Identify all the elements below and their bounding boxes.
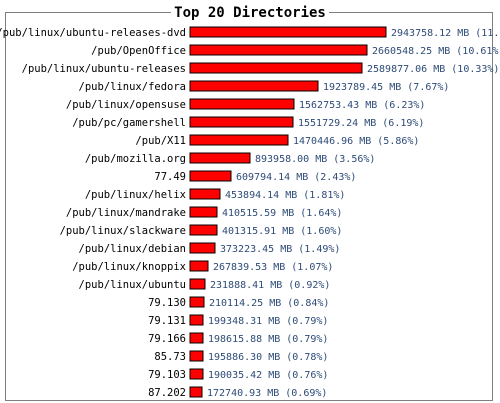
value-label: 267839.53 MB (1.07%)	[213, 262, 333, 273]
value-label: 1923789.45 MB (7.67%)	[323, 82, 449, 93]
value-label: 198615.88 MB (0.79%)	[208, 334, 328, 345]
value-label: 401315.91 MB (1.60%)	[222, 226, 342, 237]
value-label: 373223.45 MB (1.49%)	[220, 244, 340, 255]
category-label: 79.166	[148, 333, 186, 345]
bar	[189, 98, 295, 110]
value-label: 1551729.24 MB (6.19%)	[298, 118, 424, 129]
category-label: /pub/linux/slackware	[60, 225, 186, 237]
category-label: /pub/linux/ubuntu-releases-dvd	[0, 27, 186, 39]
bar	[189, 26, 387, 38]
value-label: 453894.14 MB (1.81%)	[225, 190, 345, 201]
category-label: 77.49	[154, 171, 186, 183]
value-label: 1470446.96 MB (5.86%)	[293, 136, 419, 147]
value-label: 2589877.06 MB (10.33%)	[367, 64, 499, 75]
bar	[189, 62, 363, 74]
bar	[189, 296, 205, 308]
bar	[189, 332, 204, 344]
category-label: /pub/linux/helix	[85, 189, 186, 201]
bar	[189, 368, 204, 380]
bar	[189, 170, 232, 182]
bar	[189, 80, 319, 92]
category-label: /pub/linux/ubuntu	[79, 279, 186, 291]
value-label: 609794.14 MB (2.43%)	[236, 172, 356, 183]
category-label: /pub/linux/opensuse	[66, 99, 186, 111]
category-label: /pub/X11	[135, 135, 186, 147]
value-label: 210114.25 MB (0.84%)	[209, 298, 329, 309]
bar	[189, 350, 204, 362]
value-label: 199348.31 MB (0.79%)	[208, 316, 328, 327]
bar	[189, 44, 368, 56]
bar	[189, 314, 204, 326]
category-label: /pub/pc/gamershell	[72, 117, 186, 129]
bar	[189, 116, 294, 128]
category-label: 79.131	[148, 315, 186, 327]
value-label: 190035.42 MB (0.76%)	[208, 370, 328, 381]
value-label: 893958.00 MB (3.56%)	[255, 154, 375, 165]
value-label: 410515.59 MB (1.64%)	[222, 208, 342, 219]
value-label: 1562753.43 MB (6.23%)	[299, 100, 425, 111]
category-label: /pub/linux/ubuntu-releases	[22, 63, 186, 75]
category-label: /pub/linux/mandrake	[66, 207, 186, 219]
category-label: /pub/OpenOffice	[91, 45, 186, 57]
bar	[189, 242, 216, 254]
category-label: /pub/linux/knoppix	[72, 261, 186, 273]
category-label: 87.202	[148, 387, 186, 399]
category-label: 79.103	[148, 369, 186, 381]
bar	[189, 134, 289, 146]
bar	[189, 152, 251, 164]
category-label: /pub/linux/fedora	[79, 81, 186, 93]
bar	[189, 224, 218, 236]
bar	[189, 386, 203, 398]
value-label: 195886.30 MB (0.78%)	[208, 352, 328, 363]
bar	[189, 278, 206, 290]
value-label: 172740.93 MB (0.69%)	[207, 388, 327, 399]
category-label: /pub/mozilla.org	[85, 153, 186, 165]
value-label: 2943758.12 MB (11.74%)	[391, 28, 500, 39]
category-label: 79.130	[148, 297, 186, 309]
bar	[189, 260, 209, 272]
category-label: 85.73	[154, 351, 186, 363]
value-label: 2660548.25 MB (10.61%)	[372, 46, 500, 57]
bar	[189, 188, 221, 200]
category-label: /pub/linux/debian	[79, 243, 186, 255]
bar	[189, 206, 218, 218]
value-label: 231888.41 MB (0.92%)	[210, 280, 330, 291]
